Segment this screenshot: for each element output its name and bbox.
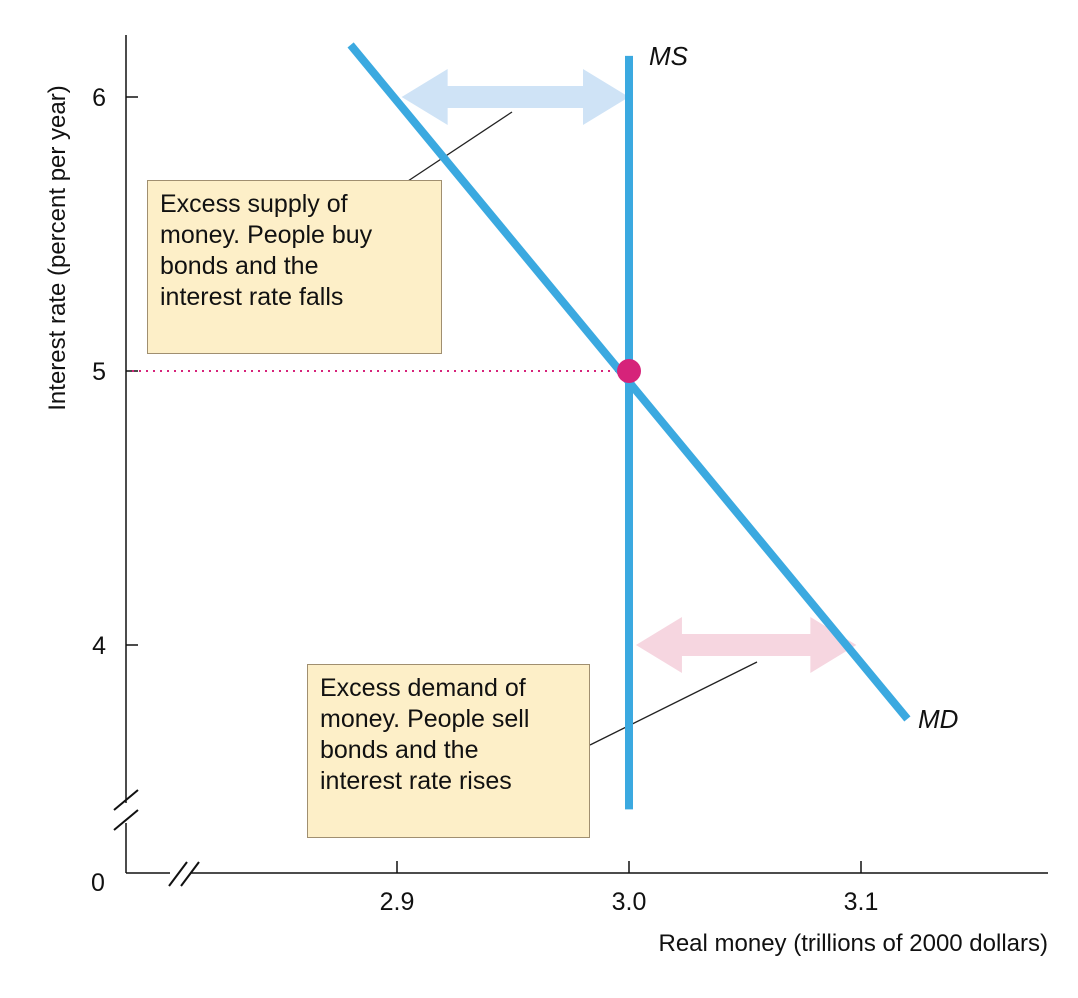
origin-label: 0	[91, 869, 105, 897]
x-tick-label: 3.0	[612, 888, 647, 916]
md-curve-label: MD	[918, 704, 958, 734]
excess-demand-note: Excess demand of money. People sell bond…	[307, 664, 590, 838]
x-tick-label: 2.9	[380, 888, 415, 916]
equilibrium-point	[617, 359, 641, 383]
excess-supply-leader	[407, 111, 513, 182]
equilibrium-layer	[617, 359, 641, 383]
ms-curve-label: MS	[649, 41, 689, 71]
y-tick-label: 4	[92, 632, 106, 660]
excess-demand-leader	[589, 661, 758, 746]
excess-supply-arrow	[401, 69, 629, 125]
y-tick-label: 6	[92, 84, 106, 112]
x-axis-break-mark	[168, 861, 188, 887]
y-axis-break-mark	[113, 789, 139, 811]
y-axis-title: Interest rate (percent per year)	[44, 85, 71, 410]
axes: 2.9 3.0 3.1 4 5 6	[92, 35, 1048, 916]
x-axis-break-mark	[180, 861, 200, 887]
excess-supply-note: Excess supply of money. People buy bonds…	[147, 180, 442, 354]
leader-lines	[407, 111, 758, 746]
excess-arrows	[401, 69, 857, 673]
x-tick-label: 3.1	[844, 888, 879, 916]
y-axis-break-mark	[113, 809, 139, 831]
y-tick-label: 5	[92, 358, 106, 386]
labels: Interest rate (percent per year) Real mo…	[44, 85, 1048, 957]
excess-demand-arrow	[635, 617, 857, 673]
x-axis-title: Real money (trillions of 2000 dollars)	[658, 930, 1048, 957]
